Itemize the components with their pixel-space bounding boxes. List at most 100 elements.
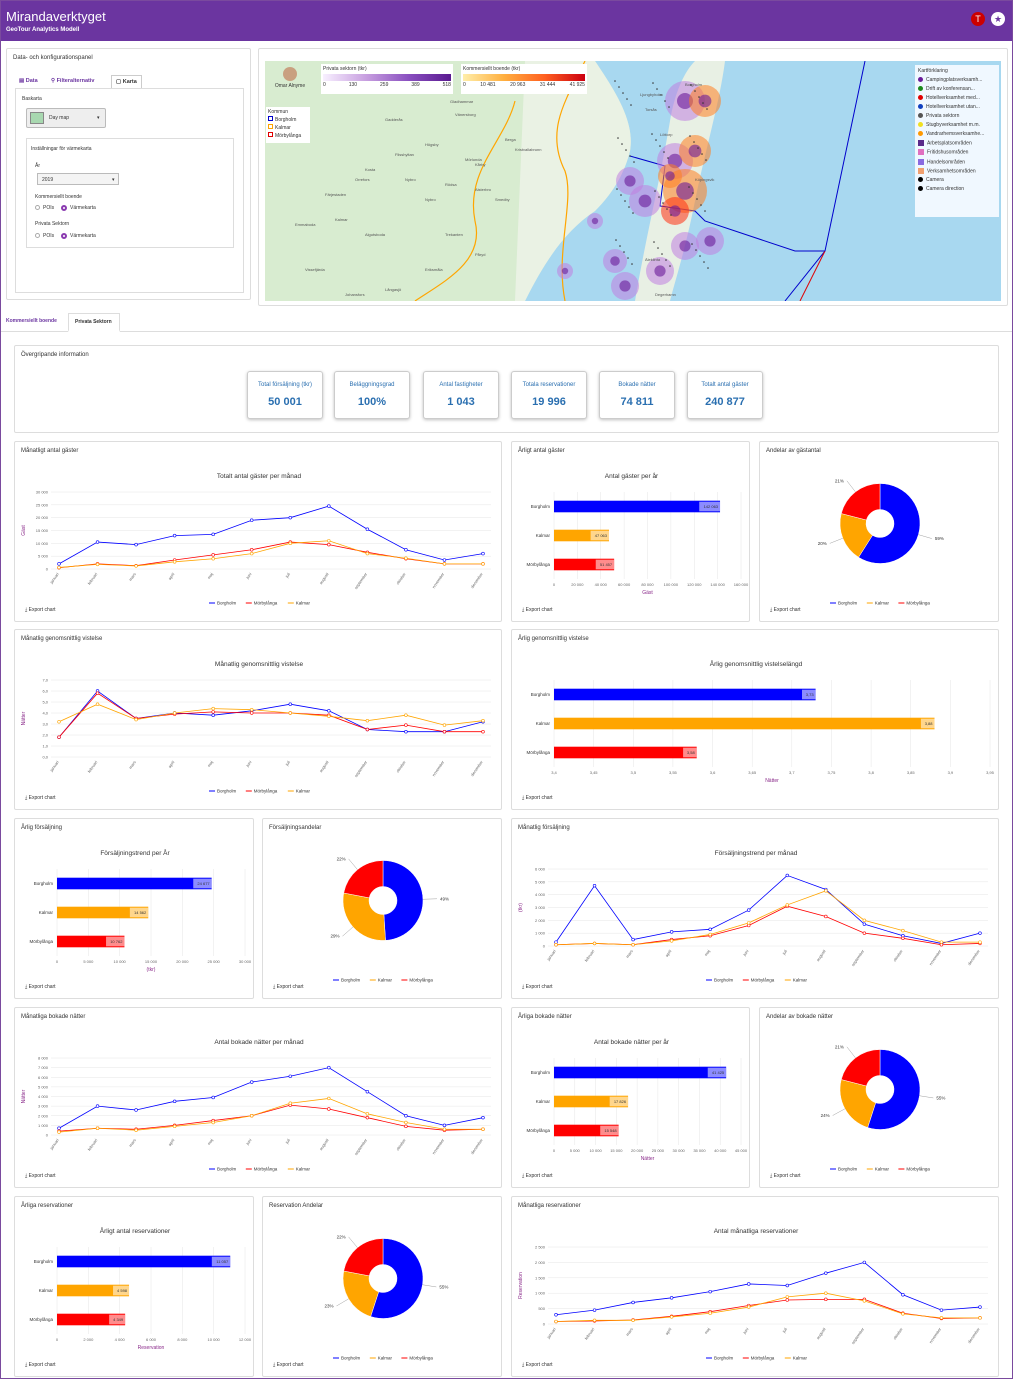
data-point [172,1099,177,1104]
year-select[interactable]: 2019 ▾ [37,173,119,185]
map-place-label: Eriksmåla [425,267,443,272]
bar [57,877,212,890]
legend-label: Kalmar [296,1167,311,1172]
chart-panel-title: Försäljningsandelar [269,825,322,831]
export-chart-button[interactable]: ⤓ Export chart [522,984,553,990]
tab-kommersiellt[interactable]: Kommersiellt boende [6,318,57,324]
chart-panel: Årliga reservationer ⤓ Export chart Årligt… [14,1196,254,1377]
data-point [250,711,254,715]
data-point [592,1318,597,1323]
series-line [555,890,980,946]
export-chart-button[interactable]: ⤓ Export chart [25,1173,56,1179]
data-point [669,930,674,934]
legend-swatch-icon [918,122,923,128]
bar [554,500,721,513]
priv-scale-bar [323,74,451,81]
legend-label: Mörbylånga [254,600,278,606]
map-place-label: Algutsboda [365,232,386,237]
map-place-label: Kosta [365,167,376,172]
map-legend-item[interactable]: Fritidshusområden [918,149,996,156]
komm-pois-radio[interactable] [35,205,40,210]
data-label: 47 063 [595,533,608,538]
map-legend-item[interactable]: Hotellverksamhet utan... [918,104,996,110]
data-point [824,1271,828,1275]
map-legend-item[interactable]: Campingplatsverksamh... [918,77,996,83]
y-tick-label: 30 000 [36,490,49,495]
year-value: 2019 [42,177,54,183]
map-canvas[interactable]: Gladhammar Vänersborg Gadderås Högsby Flissh… [265,61,1001,301]
map-panel: Gladhammar Vänersborg Gadderås Högsby Flissh… [258,48,1008,306]
export-chart-button[interactable]: ⤓ Export chart [770,1173,801,1179]
map-legend-item[interactable]: Drift av konferensan... [918,86,996,92]
priv-heat-radio[interactable] [61,233,67,239]
x-tick-label: 3,5 [630,770,636,775]
tab-karta-label: Karta [122,79,137,85]
data-point [288,1101,292,1105]
komm-heat-radio[interactable] [61,205,67,211]
y-tick-label: 0,0 [42,755,48,760]
pie-slice [342,892,386,941]
export-chart-button[interactable]: ⤓ Export chart [25,984,56,990]
map-legend-item[interactable]: Camera direction [918,186,996,192]
priv-pois-radio[interactable] [35,233,40,238]
x-tick-label: 3,7 [789,770,795,775]
export-label: Export chart [525,1362,553,1368]
export-chart-button[interactable]: ⤓ Export chart [522,607,553,613]
export-chart-button[interactable]: ⤓ Export chart [273,1362,304,1368]
tab-data[interactable]: ▤ Data [15,75,42,87]
star-icon[interactable]: ★ [991,12,1005,26]
export-chart-button[interactable]: ⤓ Export chart [25,607,56,613]
map-legend-item[interactable]: Arbetsplatsområden [918,140,996,146]
avatar[interactable] [283,67,297,81]
tour-icon[interactable]: T [971,12,985,26]
x-tick-label: augusti [318,572,330,586]
chevron-down-icon: ▾ [97,115,100,121]
export-chart-button[interactable]: ⤓ Export chart [273,984,304,990]
data-point [134,717,138,722]
basemap-select[interactable]: Day map ▾ [26,108,106,128]
map-legend-item[interactable]: Camera [918,177,996,183]
basemap-value: Day map [49,115,70,121]
data-point [365,727,370,732]
slice-label: 21% [835,1044,844,1049]
y-tick-label: 5 000 [38,1084,49,1089]
x-tick-label: februari [86,572,98,586]
export-chart-button[interactable]: ⤓ Export chart [522,1362,553,1368]
chart-panel-title: Andelar av gästantal [766,448,821,454]
export-chart-button[interactable]: ⤓ Export chart [522,795,553,801]
map-legend-item[interactable]: Stugbyverksamhet m.m. [918,122,996,128]
export-chart-button[interactable]: ⤓ Export chart [770,607,801,613]
map-legend-item[interactable]: Handelsområden [918,158,996,165]
tab-filter[interactable]: ⚲ Filteralternativ [47,75,99,87]
legend-label: Borgholm [217,601,237,606]
kpi-card: Antal fastigheter 1 043 [423,371,499,419]
chart-svg: Antal bokade nätter per månad 0 1 000 2 000… [21,1038,491,1172]
legend-swatch-icon [918,158,924,165]
export-chart-button[interactable]: ⤓ Export chart [25,1362,56,1368]
export-label: Export chart [773,607,801,613]
data-point [327,542,331,547]
tab-privata[interactable]: Privata Sektorn [68,313,120,332]
y-tick-label: 500 [538,1306,545,1311]
map-legend-item[interactable]: Hotellverksamhet med... [918,95,996,101]
chart-panel: Månatliga reservationer ⤓ Export chart Ant… [511,1196,999,1377]
y-axis-label: (tkr) [518,903,524,912]
x-tick-label: 5 000 [83,959,94,964]
data-point [442,562,447,566]
data-point [250,707,254,712]
category-label: Mörbylånga [29,1316,53,1322]
data-point [824,914,828,919]
legend-label: Kalmar [378,1356,393,1361]
export-chart-button[interactable]: ⤓ Export chart [25,795,56,801]
map-legend-item[interactable]: Verksamhetsområden [918,167,996,174]
data-point [172,560,177,564]
x-tick-label: mars [128,1138,137,1148]
priv-scale: Privata sektorn (tkr) 0 130 259 389 518 [321,64,453,94]
tab-karta[interactable]: ▢ Karta [111,75,142,88]
map-legend-item[interactable]: Vandrarhemsverksamhe... [918,131,996,137]
kpi-value: 74 811 [620,396,654,408]
map-legend-item[interactable]: Privata sektorn [918,113,996,119]
x-tick-label: 15 000 [145,959,158,964]
export-chart-button[interactable]: ⤓ Export chart [522,1173,553,1179]
data-point [211,557,215,561]
